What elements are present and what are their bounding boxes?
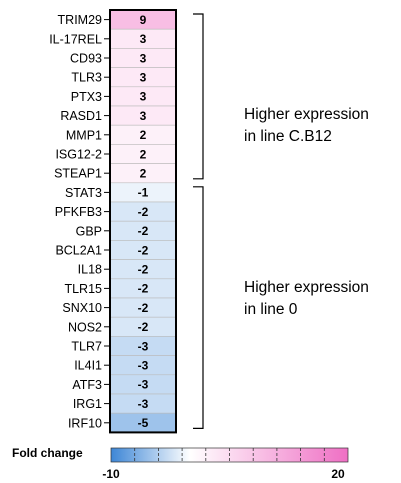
cell-value: -3 <box>138 339 149 353</box>
gene-label: IL18 <box>78 263 102 277</box>
cell-value: -5 <box>138 416 149 430</box>
heatmap-border <box>109 9 177 434</box>
cell-value: 3 <box>140 71 147 85</box>
gene-label: ISG12-2 <box>55 148 102 162</box>
group-label-line0-line2: in line 0 <box>244 301 298 318</box>
gene-label: IL-17REL <box>49 32 102 46</box>
legend: Fold change -10 20 <box>12 446 349 481</box>
cell-value: -2 <box>138 263 149 277</box>
cell-value: 3 <box>140 90 147 104</box>
gene-label: IRG1 <box>73 397 102 411</box>
group-label-line0-line1: Higher expression <box>244 279 369 296</box>
cell-value: 2 <box>140 147 147 161</box>
legend-tick-max: 20 <box>331 467 345 481</box>
gene-label: BCL2A1 <box>55 244 102 258</box>
group-label-cb12-line1: Higher expression <box>244 106 369 123</box>
cell-value: 3 <box>140 32 147 46</box>
gene-label: CD93 <box>70 52 102 66</box>
gene-label: PTX3 <box>71 90 102 104</box>
legend-tick-min: -10 <box>102 467 120 481</box>
gene-label: IRF10 <box>68 416 102 430</box>
gene-label: SNX10 <box>62 301 102 315</box>
cell-value: -3 <box>138 397 149 411</box>
cell-value: -2 <box>138 282 149 296</box>
group-label-line0: Higher expression in line 0 <box>244 277 369 321</box>
legend-title: Fold change <box>12 446 83 460</box>
gene-labels: TRIM29 IL-17REL CD93 TLR3 PTX3 RASD1 MMP1 ISG12… <box>49 13 110 430</box>
gene-label: STAT3 <box>65 186 102 200</box>
gene-label: TRIM29 <box>58 13 103 27</box>
cell-value: 9 <box>140 13 147 27</box>
cell-value: -1 <box>138 186 149 200</box>
cell-value: 2 <box>140 128 147 142</box>
gene-label: IL4I1 <box>74 359 102 373</box>
cell-value: -2 <box>138 224 149 238</box>
gene-label: RASD1 <box>60 109 102 123</box>
gene-label: PFKFB3 <box>55 205 102 219</box>
cell-value: -3 <box>138 359 149 373</box>
cell-value: -2 <box>138 243 149 257</box>
gene-label: TLR7 <box>71 340 102 354</box>
group-bracket-1 <box>193 13 204 180</box>
gene-label: MMP1 <box>66 128 102 142</box>
cell-value: 2 <box>140 167 147 181</box>
cell-value: -2 <box>138 205 149 219</box>
cell-value: -3 <box>138 378 149 392</box>
gene-label: NOS2 <box>68 320 102 334</box>
cell-value: 3 <box>140 51 147 65</box>
cell-value: -2 <box>138 301 149 315</box>
legend-tick-marks <box>134 448 325 462</box>
heatmap-cells: 9 3 3 3 3 3 2 2 2 -1 -2 -2 -2 -2 -2 -2 -2 -3 -3 -3 -3 -5 <box>109 9 177 434</box>
group-bracket-2 <box>193 186 204 429</box>
gene-label: TLR3 <box>71 71 102 85</box>
gene-label: TLR15 <box>64 282 102 296</box>
gene-label: ATF3 <box>72 378 102 392</box>
group-brackets <box>193 13 204 429</box>
gene-label: GBP <box>76 224 102 238</box>
cell-value: -2 <box>138 320 149 334</box>
cell-value: 3 <box>140 109 147 123</box>
gene-label: STEAP1 <box>54 167 102 181</box>
group-label-cb12: Higher expression in line C.B12 <box>244 104 369 148</box>
group-label-cb12-line2: in line C.B12 <box>244 128 332 145</box>
